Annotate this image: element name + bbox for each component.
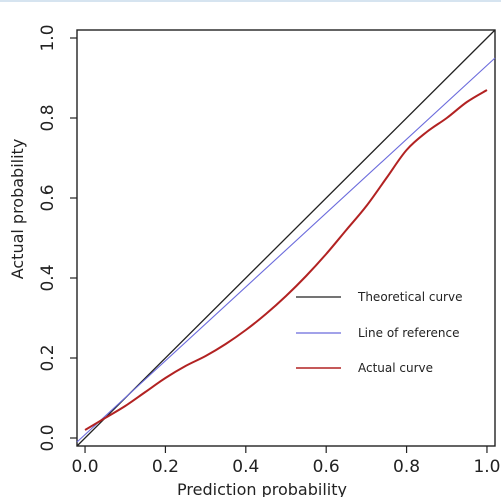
- y-tick-label: 0.6: [38, 184, 58, 211]
- x-axis: 0.0 0.2 0.4 0.6 0.8 1.0: [72, 446, 500, 477]
- x-tick-label: 1.0: [473, 457, 500, 477]
- legend-label-actual-curve: Actual curve: [358, 361, 433, 375]
- legend: Theoretical curve Line of reference Actual…: [296, 290, 462, 375]
- y-tick-label: 0.8: [38, 104, 58, 131]
- x-tick-label: 0.8: [393, 457, 420, 477]
- y-axis-title: Actual probability: [8, 139, 27, 280]
- y-tick-label: 0.4: [38, 264, 58, 291]
- x-tick-label: 0.2: [152, 457, 179, 477]
- y-tick-label: 0.0: [38, 424, 58, 451]
- x-tick-label: 0.0: [72, 457, 99, 477]
- legend-label-line-of-reference: Line of reference: [358, 326, 460, 340]
- x-tick-label: 0.6: [313, 457, 340, 477]
- y-axis: 0.0 0.2 0.4 0.6 0.8 1.0: [38, 24, 77, 452]
- x-tick-label: 0.4: [232, 457, 259, 477]
- legend-label-theoretical-curve: Theoretical curve: [357, 290, 462, 304]
- y-tick-label: 0.2: [38, 344, 58, 371]
- series-line-actual-curve: [84, 89, 488, 431]
- plot-frame: [76, 29, 496, 447]
- series-line-line-of-reference: [76, 57, 496, 443]
- x-axis-title: Prediction probability: [177, 480, 347, 497]
- y-tick-label: 1.0: [38, 24, 58, 51]
- series-line-theoretical-curve: [76, 29, 496, 447]
- series-layer: [76, 29, 496, 447]
- top-rule: [0, 0, 501, 2]
